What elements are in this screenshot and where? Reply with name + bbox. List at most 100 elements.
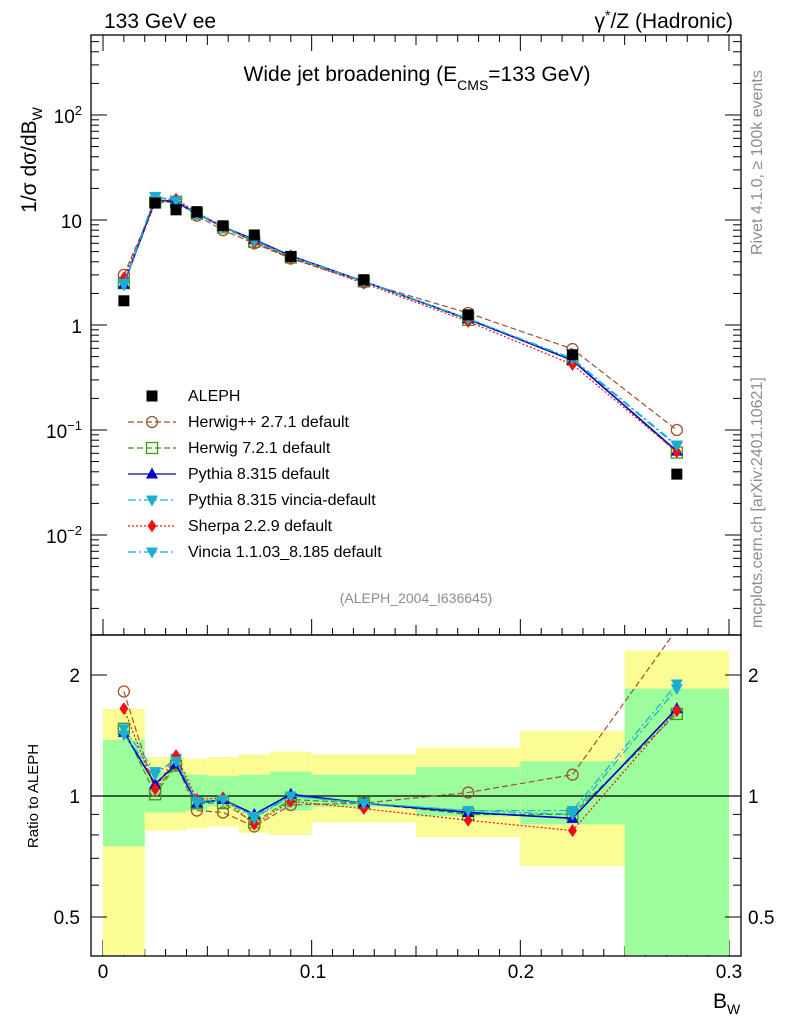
x-ticks [102, 35, 730, 956]
ratio-y-ticks [91, 674, 741, 957]
point-aleph [118, 295, 130, 307]
ratio-tick-0.5-left: 0.5 [54, 908, 80, 929]
legend-marker [145, 415, 159, 429]
ratio-series-vincia-1-1-03-8-185-default [117, 679, 683, 825]
ratio-line-herwig-2-7-1-default [123, 635, 674, 828]
ytick-label-0.01: 10−2 [46, 523, 82, 548]
legend-entry-aleph: ALEPH [146, 388, 240, 405]
ratio-point-herwig-2-7-1-default [462, 786, 475, 799]
legend-label-vincia: Vincia 1.1.03_8.185 default [188, 544, 382, 561]
chart-title: Wide jet broadening (ECMS=133 GeV) [244, 63, 591, 93]
ratio-point-herwig-2-7-1-default [117, 685, 131, 698]
analysis-tag: (ALEPH_2004_I636645) [340, 590, 493, 606]
y-axis-label: 1/σ dσ/dBW [18, 106, 45, 212]
ratio-point-sherpa-2-2-9-default [568, 824, 577, 838]
ratio-point-vincia-1-1-03-8-185-default [216, 795, 229, 807]
ratio-point-vincia-1-1-03-8-185-default [117, 724, 130, 736]
ratio-point-vincia-1-1-03-8-185-default [190, 796, 203, 808]
ytick-label-10: 10 [61, 212, 82, 233]
point-aleph [358, 274, 370, 286]
ratio-point-herwig-2-7-1-default [566, 768, 579, 781]
legend-label-pythia: Pythia 8.315 default [188, 466, 330, 483]
ratio-point-sherpa-2-2-9-default [672, 704, 682, 718]
legend-marker [146, 467, 158, 479]
legend-entry-vincia: Vincia 1.1.03_8.185 default [128, 544, 382, 561]
legend-marker [147, 519, 157, 533]
x-axis-label: BW [713, 990, 741, 1017]
series-vincia-1-1-03-8-185-default [117, 191, 683, 452]
legend-label-sherpa: Sherpa 2.2.9 default [188, 518, 333, 535]
xtick-label-0.1: 0.1 [300, 962, 326, 983]
ratio-point-vincia-1-1-03-8-185-default [462, 806, 475, 818]
ratio-axis-label: Ratio to ALEPH [25, 744, 42, 848]
point-aleph [671, 468, 683, 480]
legend-marker [146, 495, 158, 507]
series-aleph [118, 197, 683, 480]
ytick-label-1: 1 [71, 317, 82, 338]
legend-label-herwigpp: Herwig++ 2.7.1 default [188, 414, 350, 431]
xtick-label-0.2: 0.2 [508, 962, 534, 983]
point-aleph [191, 206, 203, 218]
legend-entry-herwig7: Herwig 7.2.1 default [128, 440, 331, 457]
ratio-point-vincia-1-1-03-8-185-default [149, 767, 162, 779]
ratio-tick-0.5-right: 0.5 [748, 908, 774, 929]
series-line-pythia-8-315-vincia-default [123, 196, 678, 447]
band-inner-bin [624, 688, 729, 955]
point-aleph [285, 250, 297, 262]
point-vincia-1-1-03-8-185-default [670, 440, 683, 452]
ratio-point-sherpa-2-2-9-default [463, 813, 473, 827]
legend-entry-pythia-vincia: Pythia 8.315 vincia-default [128, 492, 376, 509]
legend-label-herwig7: Herwig 7.2.1 default [188, 440, 331, 457]
ratio-tick-2-right: 2 [748, 666, 759, 687]
point-vincia-1-1-03-8-185-default [170, 196, 183, 208]
legend-label-aleph: ALEPH [188, 388, 240, 405]
mcplots-label: mcplots.cern.ch [arXiv:2401.10621] [749, 377, 766, 628]
ratio-point-herwig-2-7-1-default [216, 806, 230, 819]
ytick-label-100: 102 [54, 103, 82, 128]
point-herwig-2-7-1-default [670, 423, 683, 437]
xtick-labels: 0 0.1 0.2 0.3 [98, 962, 743, 983]
ratio-point-vincia-1-1-03-8-185-default [248, 813, 261, 825]
legend-marker [146, 390, 158, 402]
header-left: 133 GeV ee [104, 10, 216, 33]
ratio-point-herwig-2-7-1-default [674, 635, 679, 636]
series-line-vincia-1-1-03-8-185-default [123, 195, 678, 446]
ratio-tick-1-left: 1 [69, 787, 80, 808]
legend-label-pythia-vincia: Pythia 8.315 vincia-default [188, 492, 376, 509]
main-ytick-labels: 102 10 1 10−1 10−2 [46, 103, 82, 548]
ratio-point-vincia-1-1-03-8-185-default [357, 798, 370, 810]
point-aleph [217, 220, 229, 232]
point-aleph [149, 197, 161, 209]
ratio-tick-1-right: 1 [748, 787, 759, 808]
band-inner-bin [165, 771, 187, 813]
xtick-label-0: 0 [98, 962, 109, 983]
ratio-panel [90, 634, 742, 957]
point-aleph [170, 204, 182, 216]
main-y-ticks [91, 41, 741, 609]
legend-entry-herwigpp: Herwig++ 2.7.1 default [128, 414, 350, 431]
legend-marker [145, 441, 159, 455]
ratio-point-vincia-1-1-03-8-185-default [670, 679, 683, 691]
point-aleph [462, 309, 474, 321]
ratio-line-vincia-1-1-03-8-185-default [123, 683, 678, 820]
legend-marker [146, 547, 158, 559]
legend: ALEPH Herwig++ 2.7.1 default Herwig 7.2.… [128, 388, 382, 561]
ratio-point-sherpa-2-2-9-default [119, 702, 129, 716]
ratio-point-vincia-1-1-03-8-185-default [170, 756, 183, 768]
point-vincia-1-1-03-8-185-default [117, 278, 130, 290]
legend-entry-pythia: Pythia 8.315 default [128, 466, 330, 483]
ratio-point-sherpa-2-2-9-default [150, 782, 160, 796]
xtick-label-0.3: 0.3 [716, 962, 742, 983]
main-panel [90, 34, 742, 956]
ytick-label-0.1: 10−1 [46, 418, 82, 443]
legend-entry-sherpa: Sherpa 2.2.9 default [128, 518, 333, 535]
point-aleph [248, 229, 260, 241]
ratio-point-vincia-1-1-03-8-185-default [284, 791, 297, 803]
ratio-tick-2-left: 2 [69, 666, 80, 687]
band-inner-bin [238, 774, 270, 811]
ratio-tick-labels: 2 1 0.5 2 1 0.5 [54, 666, 775, 929]
header-right: γ*/Z (Hadronic) [595, 7, 733, 33]
point-aleph [567, 349, 578, 361]
point-sherpa-2-2-9-default [672, 445, 682, 459]
